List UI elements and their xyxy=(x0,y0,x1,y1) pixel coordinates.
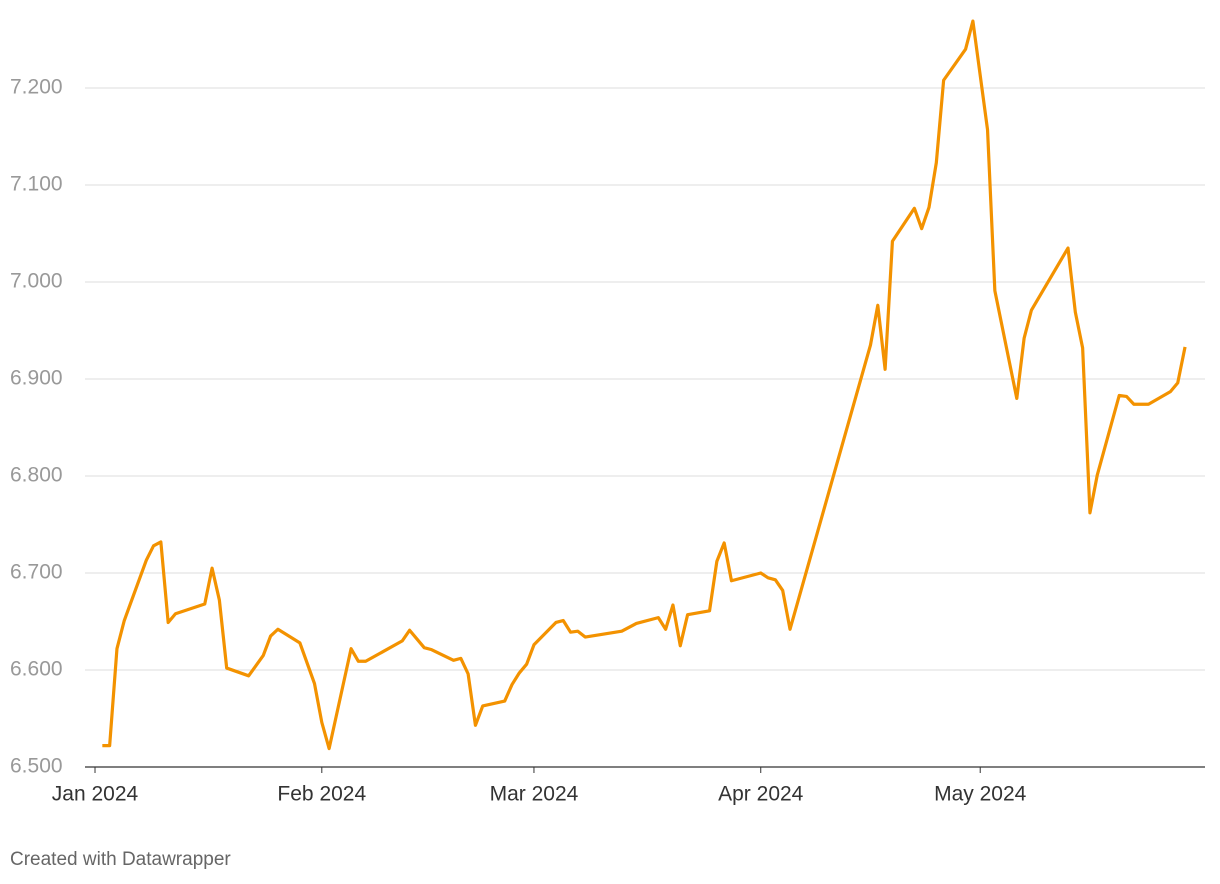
x-tick-label: May 2024 xyxy=(934,783,1027,806)
y-tick-label: 6.800 xyxy=(10,464,63,487)
y-tick-label: 6.500 xyxy=(10,755,63,778)
credit: Created with Datawrapper xyxy=(10,849,231,870)
y-tick-label: 7.100 xyxy=(10,173,63,196)
y-tick-label: 7.200 xyxy=(10,76,63,99)
x-tick-label: Feb 2024 xyxy=(277,783,366,806)
y-tick-label: 6.700 xyxy=(10,561,63,584)
y-tick-label: 7.000 xyxy=(10,270,63,293)
y-tick-label: 6.600 xyxy=(10,658,63,681)
line xyxy=(102,19,1187,751)
y-tick-label: 6.900 xyxy=(10,367,63,390)
x-tick-label: Apr 2024 xyxy=(718,783,804,806)
x-tick-label: Mar 2024 xyxy=(490,783,579,806)
x-tick-label: Jan 2024 xyxy=(52,783,139,806)
